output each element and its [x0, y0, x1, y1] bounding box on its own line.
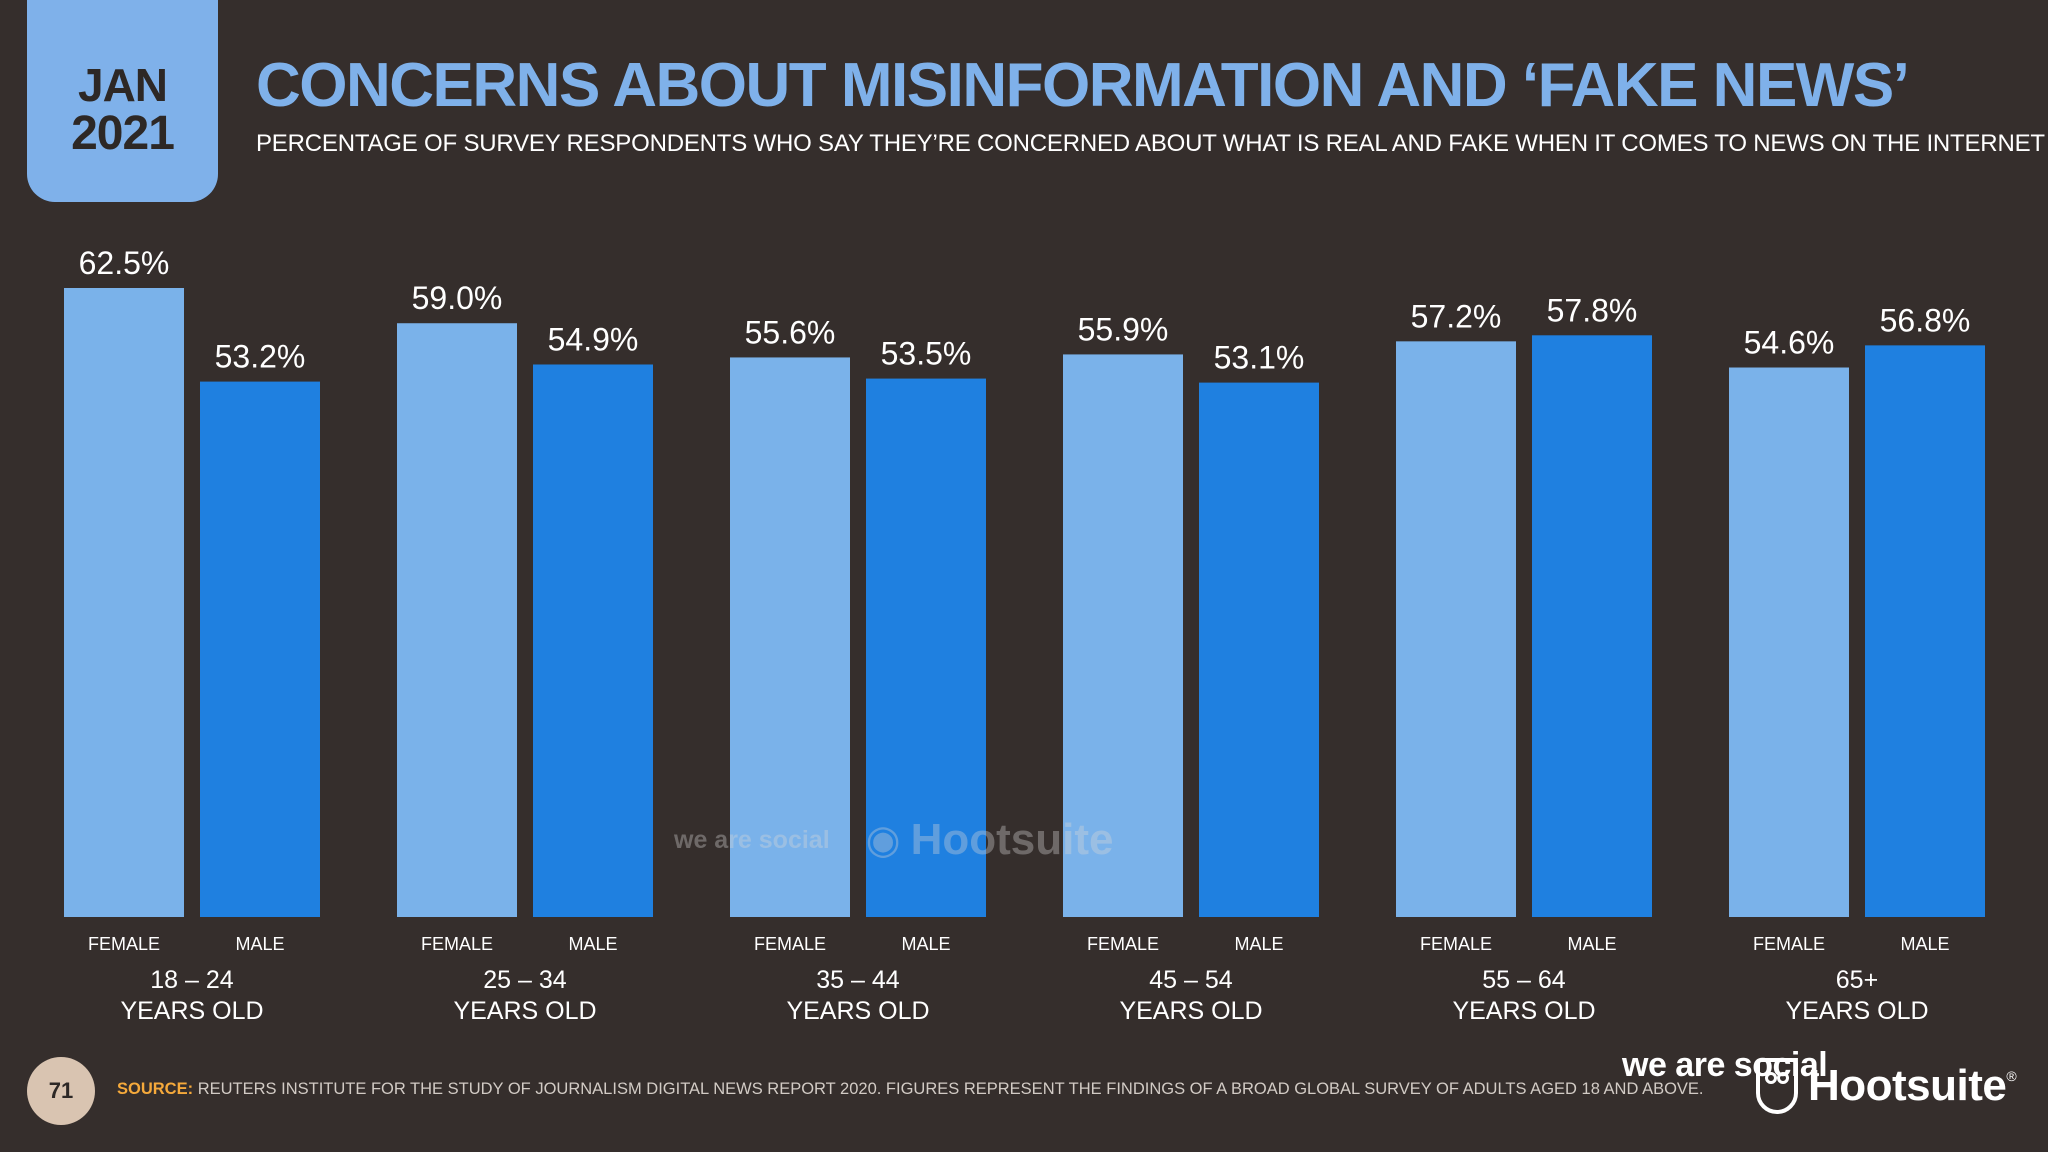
- source-note: SOURCE: REUTERS INSTITUTE FOR THE STUDY …: [117, 1080, 1704, 1099]
- page-number: 71: [27, 1057, 95, 1125]
- registered-mark: ®: [2006, 1068, 2017, 1084]
- series-label: FEMALE: [1087, 934, 1159, 954]
- group-label-range: 25 – 34: [483, 966, 567, 994]
- bar-male: [200, 381, 320, 917]
- series-label: FEMALE: [88, 934, 160, 954]
- data-label: 62.5%: [79, 245, 170, 281]
- group-label-years: YEARS OLD: [1119, 997, 1262, 1025]
- bar-male: [866, 378, 986, 917]
- series-label: FEMALE: [754, 934, 826, 954]
- data-label: 53.1%: [1214, 340, 1305, 376]
- badge-month: JAN: [77, 58, 168, 111]
- watermark-wearesocial: we are social: [674, 826, 830, 854]
- series-label: FEMALE: [421, 934, 493, 954]
- bar-female: [730, 357, 850, 917]
- series-label: MALE: [901, 934, 950, 954]
- group-label-range: 45 – 54: [1149, 966, 1233, 994]
- data-label: 55.6%: [745, 314, 836, 350]
- badge-year: 2021: [71, 106, 175, 160]
- group-label-range: 18 – 24: [150, 966, 234, 994]
- series-label: FEMALE: [1753, 934, 1825, 954]
- data-label: 54.9%: [548, 321, 639, 357]
- bar-female: [397, 323, 517, 917]
- series-label: FEMALE: [1420, 934, 1492, 954]
- group-label-years: YEARS OLD: [1785, 997, 1928, 1025]
- group-label-years: YEARS OLD: [1452, 997, 1595, 1025]
- watermark-owl-icon: ◉: [865, 818, 901, 862]
- data-label: 53.2%: [215, 339, 306, 375]
- series-label: MALE: [1567, 934, 1616, 954]
- data-label: 57.8%: [1547, 292, 1638, 328]
- watermark: we are social ◉ Hootsuite: [674, 815, 1113, 865]
- source-label: SOURCE:: [117, 1080, 194, 1098]
- source-text: REUTERS INSTITUTE FOR THE STUDY OF JOURN…: [197, 1080, 1704, 1098]
- group-label-years: YEARS OLD: [786, 997, 929, 1025]
- data-label: 53.5%: [881, 336, 972, 372]
- group-label-range: 65+: [1836, 966, 1878, 994]
- data-label: 56.8%: [1880, 302, 1971, 338]
- data-label: 57.2%: [1411, 298, 1502, 334]
- date-badge: JAN 2021: [27, 0, 218, 202]
- series-label: MALE: [568, 934, 617, 954]
- group-label-years: YEARS OLD: [453, 997, 596, 1025]
- bar-female: [1063, 354, 1183, 918]
- series-label: MALE: [235, 934, 284, 954]
- bar-male: [1532, 335, 1652, 918]
- bar-male: [1865, 345, 1985, 917]
- group-label-range: 55 – 64: [1482, 966, 1566, 994]
- bar-female: [64, 288, 184, 917]
- series-label: MALE: [1234, 934, 1283, 954]
- group-label-range: 35 – 44: [816, 966, 900, 994]
- bar-male: [533, 364, 653, 917]
- watermark-hootsuite: Hootsuite: [910, 815, 1114, 864]
- data-label: 54.6%: [1744, 325, 1835, 361]
- hootsuite-logo-text: Hootsuite: [1808, 1061, 2007, 1110]
- page-title: CONCERNS ABOUT MISINFORMATION AND ‘FAKE …: [256, 51, 1910, 120]
- hootsuite-logo: Hootsuite ®: [1756, 1058, 2017, 1114]
- bar-female: [1729, 367, 1849, 917]
- data-label: 55.9%: [1078, 311, 1169, 347]
- bar-male: [1199, 382, 1319, 918]
- group-label-years: YEARS OLD: [120, 997, 263, 1025]
- data-label: 59.0%: [412, 280, 503, 316]
- bar-female: [1396, 341, 1516, 917]
- page-subtitle: PERCENTAGE OF SURVEY RESPONDENTS WHO SAY…: [256, 130, 2045, 157]
- owl-icon: [1756, 1058, 1798, 1114]
- series-label: MALE: [1900, 934, 1949, 954]
